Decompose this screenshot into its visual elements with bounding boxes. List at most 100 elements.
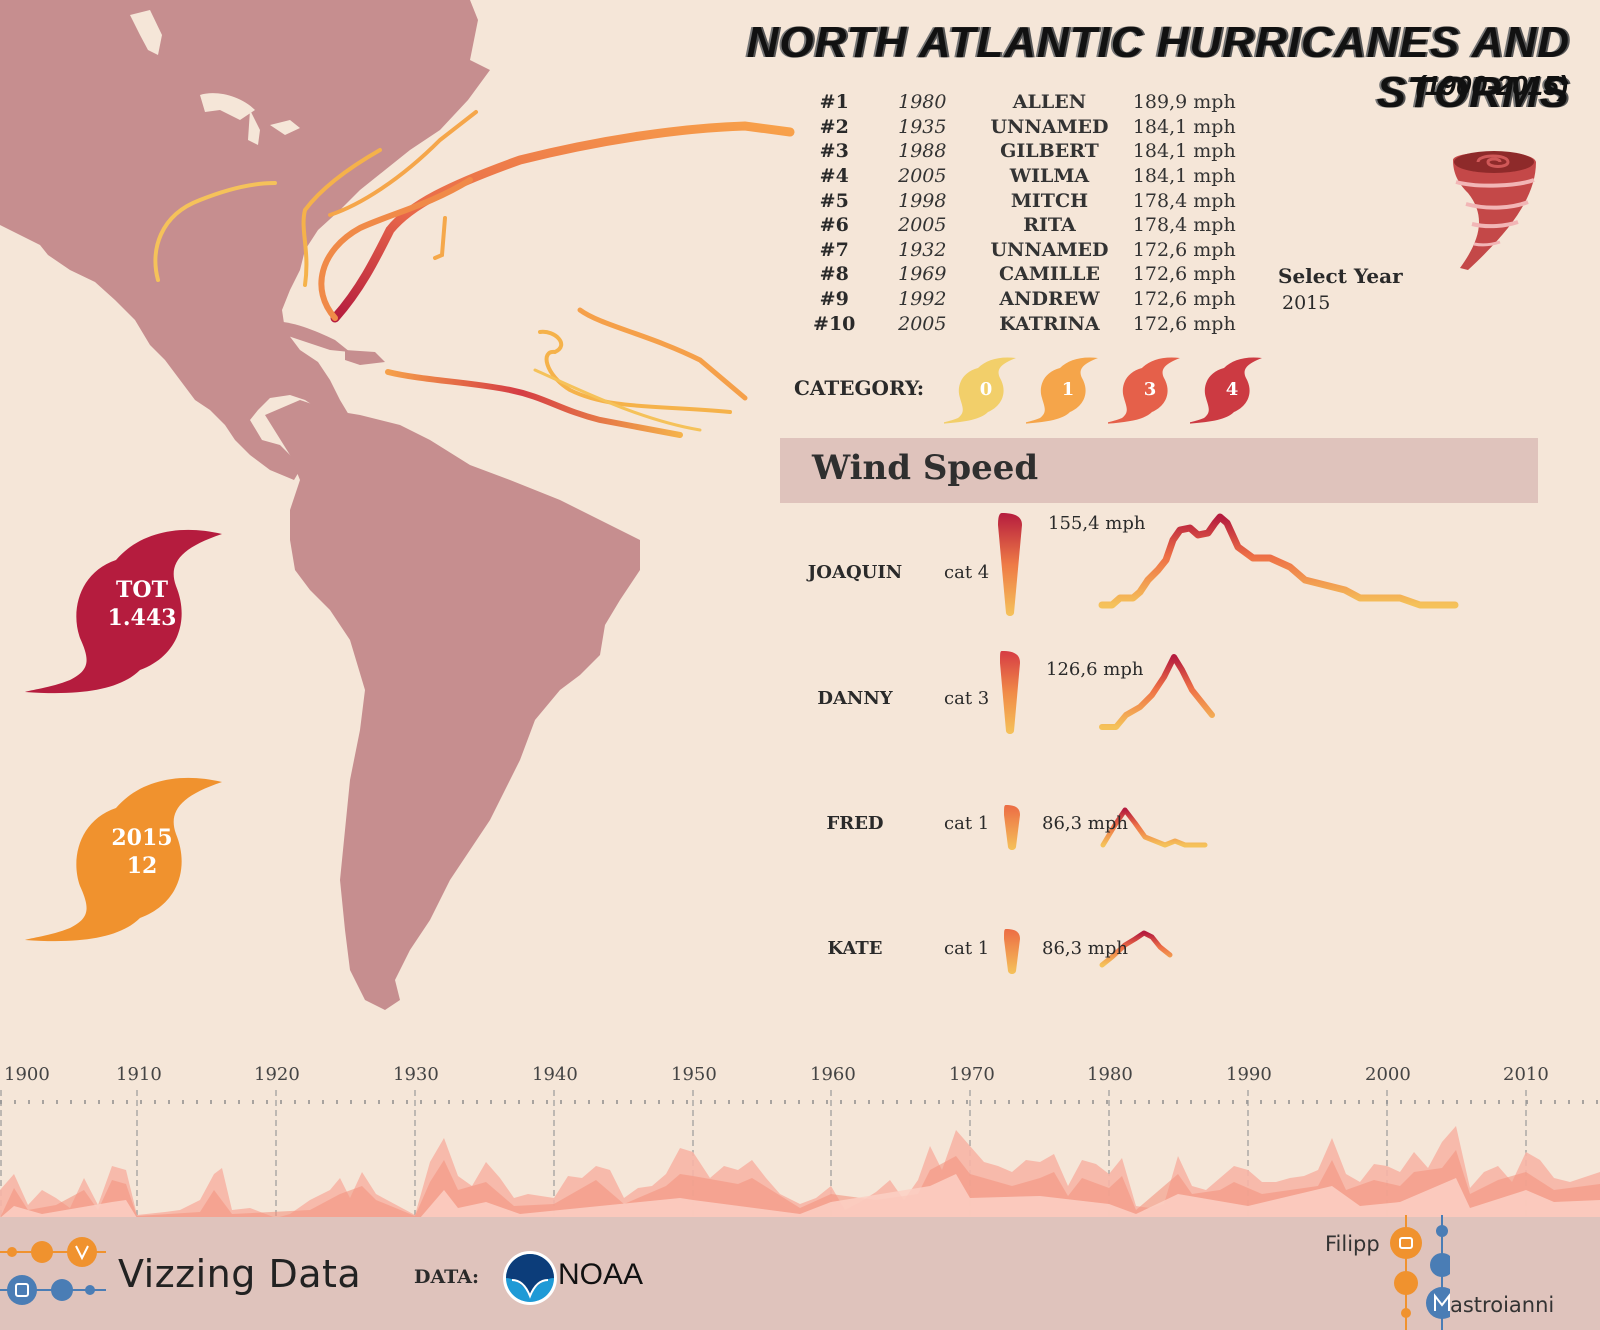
cuba <box>260 321 350 352</box>
great-lakes <box>200 93 300 145</box>
year: 2005 <box>898 165 947 188</box>
danny-intensity-bar <box>1000 651 1020 734</box>
storm-name: ALLEN <box>1012 91 1087 114</box>
year: 1980 <box>898 91 947 114</box>
rank: #4 <box>819 165 849 188</box>
table-row[interactable]: #10 2005 KATRINA 172,6 mph <box>800 311 1260 336</box>
hudson-islands <box>130 10 162 55</box>
hurricane-icon <box>1104 357 1180 424</box>
hurricane-icon <box>25 529 222 694</box>
timeline-tick: 1910 <box>116 1064 162 1085</box>
year: 1988 <box>898 140 947 163</box>
storm-track-fred <box>577 307 748 401</box>
kate-intensity-bar <box>1004 929 1020 974</box>
hurricane-track-map[interactable] <box>0 0 800 1040</box>
category-value: 4 <box>1225 378 1239 400</box>
author-first-name: Filipp <box>1325 1232 1380 1256</box>
rank: #5 <box>819 189 849 212</box>
fred-wind-line <box>1100 807 1208 848</box>
storm-name: RITA <box>1023 214 1076 237</box>
top10-table: #1 1980 ALLEN 189,9 mph #2 1935 UNNAMED 184,1 … <box>800 90 1260 336</box>
author-last-name: astroianni <box>1450 1293 1555 1317</box>
total-storms-stat: TOT 1.443 <box>20 520 260 740</box>
joaquin-wind-line <box>1098 513 1459 609</box>
timeline-tick: 1900 <box>4 1064 50 1085</box>
table-row[interactable]: #7 1932 UNNAMED 172,6 mph <box>800 238 1260 263</box>
yearly-storms-timeline[interactable] <box>0 1090 1600 1218</box>
storm-name-danny[interactable]: DANNY <box>817 688 893 709</box>
category-value: 3 <box>1143 378 1157 400</box>
storm-max-speed: 86,3 mph <box>1042 938 1128 959</box>
storm-category: cat 1 <box>944 813 990 834</box>
category-filter-3[interactable]: 3 <box>1104 354 1188 424</box>
south-america-landmass <box>265 400 640 1010</box>
hurricane-icon <box>940 357 1016 424</box>
category-filter-0[interactable]: 0 <box>940 354 1024 424</box>
category-value: 1 <box>1061 378 1075 400</box>
speed: 178,4 mph <box>1132 214 1236 237</box>
brand-name: Vizzing Data <box>118 1252 362 1296</box>
table-row[interactable]: #4 2005 WILMA 184,1 mph <box>800 164 1260 189</box>
storm-name-fred[interactable]: FRED <box>826 813 884 834</box>
timeline-tick: 1930 <box>393 1064 439 1085</box>
north-america-landmass <box>0 0 490 480</box>
rank: #10 <box>813 312 856 335</box>
category-filter-4[interactable]: 4 <box>1186 354 1270 424</box>
table-row[interactable]: #3 1988 GILBERT 184,1 mph <box>800 139 1260 164</box>
rank: #3 <box>819 140 849 163</box>
speed: 172,6 mph <box>1132 288 1236 311</box>
rank: #9 <box>819 288 849 311</box>
speed: 189,9 mph <box>1132 91 1236 114</box>
fred-intensity-bar <box>1004 805 1020 850</box>
hurricane-icon <box>1022 357 1098 424</box>
storm-track-1 <box>153 181 277 282</box>
storm-category: cat 1 <box>944 938 990 959</box>
year: 1935 <box>898 115 947 138</box>
table-row[interactable]: #8 1969 CAMILLE 172,6 mph <box>800 262 1260 287</box>
table-row[interactable]: #2 1935 UNNAMED 184,1 mph <box>800 115 1260 140</box>
year: 1992 <box>898 288 947 311</box>
timeline-area-low <box>0 1174 1600 1218</box>
speed: 172,6 mph <box>1132 263 1236 286</box>
joaquin-intensity-bar <box>998 513 1022 616</box>
year-label: 2015 <box>111 825 173 851</box>
speed: 184,1 mph <box>1132 115 1236 138</box>
noaa-logo-icon[interactable] <box>502 1250 558 1306</box>
table-row[interactable]: #5 1998 MITCH 178,4 mph <box>800 188 1260 213</box>
timeline-tick: 1990 <box>1226 1064 1272 1085</box>
select-year-dropdown[interactable]: 2015 <box>1282 292 1331 314</box>
table-row[interactable]: #6 2005 RITA 178,4 mph <box>800 213 1260 238</box>
footer <box>0 1217 1600 1330</box>
storm-name: ANDREW <box>999 288 1100 311</box>
table-row[interactable]: #1 1980 ALLEN 189,9 mph <box>800 90 1260 115</box>
table-row[interactable]: #9 1992 ANDREW 172,6 mph <box>800 287 1260 312</box>
storm-name-joaquin[interactable]: JOAQUIN <box>807 562 903 583</box>
speed: 184,1 mph <box>1132 140 1236 163</box>
danny-wind-line <box>1099 654 1215 730</box>
timeline-tick: 1980 <box>1087 1064 1133 1085</box>
storm-name-kate[interactable]: KATE <box>827 938 883 959</box>
storm-track-5 <box>533 368 702 432</box>
timeline-tick: 1960 <box>810 1064 856 1085</box>
year: 2005 <box>898 214 947 237</box>
timeline-tick: 1970 <box>949 1064 995 1085</box>
storm-name: CAMILLE <box>998 263 1100 286</box>
category-filter-1[interactable]: 1 <box>1022 354 1106 424</box>
category-legend-label: CATEGORY: <box>794 376 925 400</box>
wind-speed-header: Wind Speed <box>780 438 1538 503</box>
rank: #2 <box>819 115 849 138</box>
storm-track-3 <box>328 110 478 217</box>
hurricane-icon <box>1186 357 1262 424</box>
year: 1932 <box>898 238 947 261</box>
kate-wind-line <box>1099 930 1173 968</box>
timeline-tick: 2010 <box>1503 1064 1549 1085</box>
timeline-tick: 2000 <box>1365 1064 1411 1085</box>
storm-name: UNNAMED <box>990 115 1109 138</box>
storm-name: WILMA <box>1009 165 1090 188</box>
storm-max-speed: 86,3 mph <box>1042 813 1128 834</box>
decade-gridlines <box>0 1090 1527 1218</box>
storm-max-speed: 126,6 mph <box>1046 659 1144 680</box>
year-storms-stat: 2015 12 <box>20 768 260 988</box>
speed: 184,1 mph <box>1132 165 1236 188</box>
data-source-label: DATA: <box>414 1266 480 1288</box>
